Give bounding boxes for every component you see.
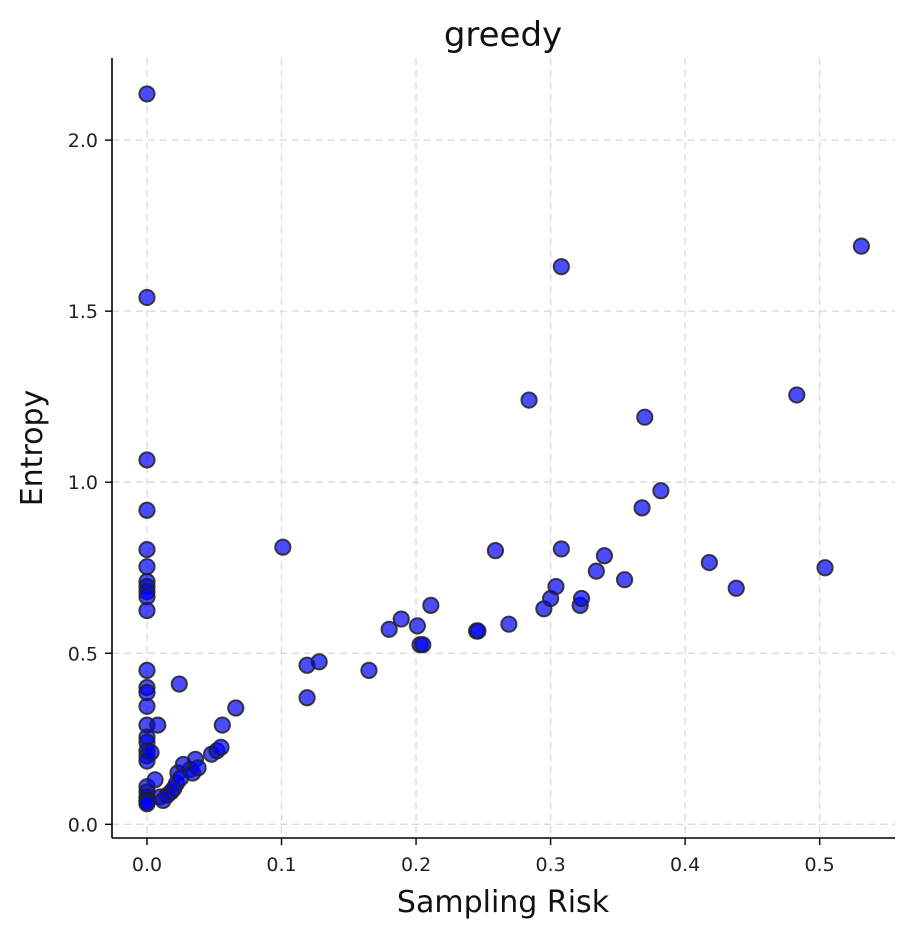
data-point [392, 610, 410, 628]
data-point [852, 237, 870, 255]
data-point [552, 540, 570, 558]
data-point [212, 738, 230, 756]
data-point [138, 601, 156, 620]
y-tick-label: 0.0 [68, 814, 98, 836]
axes [105, 58, 895, 845]
data-point [572, 589, 591, 608]
y-tick-label: 1.5 [68, 301, 98, 323]
data-point [227, 699, 245, 717]
y-axis-title: Entropy [15, 390, 50, 507]
data-point [636, 408, 654, 426]
data-point [213, 716, 231, 734]
data-point [170, 675, 188, 693]
data-point [552, 258, 570, 276]
x-tick-label: 0.3 [535, 854, 565, 876]
data-point [189, 759, 207, 777]
data-point [380, 620, 398, 638]
x-tick-label: 0.1 [266, 854, 296, 876]
data-point [727, 579, 745, 597]
chart-title: greedy [444, 15, 562, 55]
data-point [310, 653, 328, 671]
data-point [520, 391, 538, 409]
x-tick-label: 0.0 [132, 854, 162, 876]
data-point [274, 538, 292, 556]
grid [112, 58, 895, 838]
y-tick-label: 2.0 [68, 130, 98, 152]
data-point [138, 501, 156, 519]
data-point [547, 577, 565, 596]
data-point [138, 661, 156, 679]
data-point [700, 554, 718, 572]
data-point [595, 547, 614, 565]
x-tick-label: 0.5 [805, 854, 835, 876]
data-point [149, 716, 167, 734]
data-point [138, 288, 156, 307]
data-point [469, 622, 487, 640]
data-point [138, 85, 156, 103]
data-points [138, 85, 870, 813]
data-point [615, 571, 634, 589]
data-point [138, 697, 156, 715]
data-point [360, 661, 378, 679]
tick-labels: 0.0 0.1 0.2 0.3 0.4 0.5 0.0 0.5 1.0 1.5 2.0 [68, 130, 835, 876]
x-tick-label: 0.4 [670, 854, 700, 876]
data-point [816, 559, 834, 577]
data-point [500, 615, 518, 633]
x-axis-title: Sampling Risk [397, 885, 610, 920]
data-point [414, 636, 432, 654]
data-point [142, 743, 160, 762]
data-point [408, 617, 426, 635]
data-point [587, 562, 605, 580]
data-point [486, 542, 505, 560]
data-point [422, 596, 440, 614]
data-point [138, 451, 156, 469]
data-point [652, 482, 670, 500]
data-point [138, 541, 156, 559]
y-tick-label: 1.0 [68, 472, 98, 494]
data-point [138, 558, 156, 576]
data-point [146, 771, 164, 789]
data-point [298, 689, 316, 707]
data-point [138, 795, 156, 813]
data-point [633, 499, 651, 517]
data-point [788, 386, 806, 404]
x-tick-label: 0.2 [401, 854, 431, 876]
y-tick-label: 0.5 [68, 643, 98, 665]
